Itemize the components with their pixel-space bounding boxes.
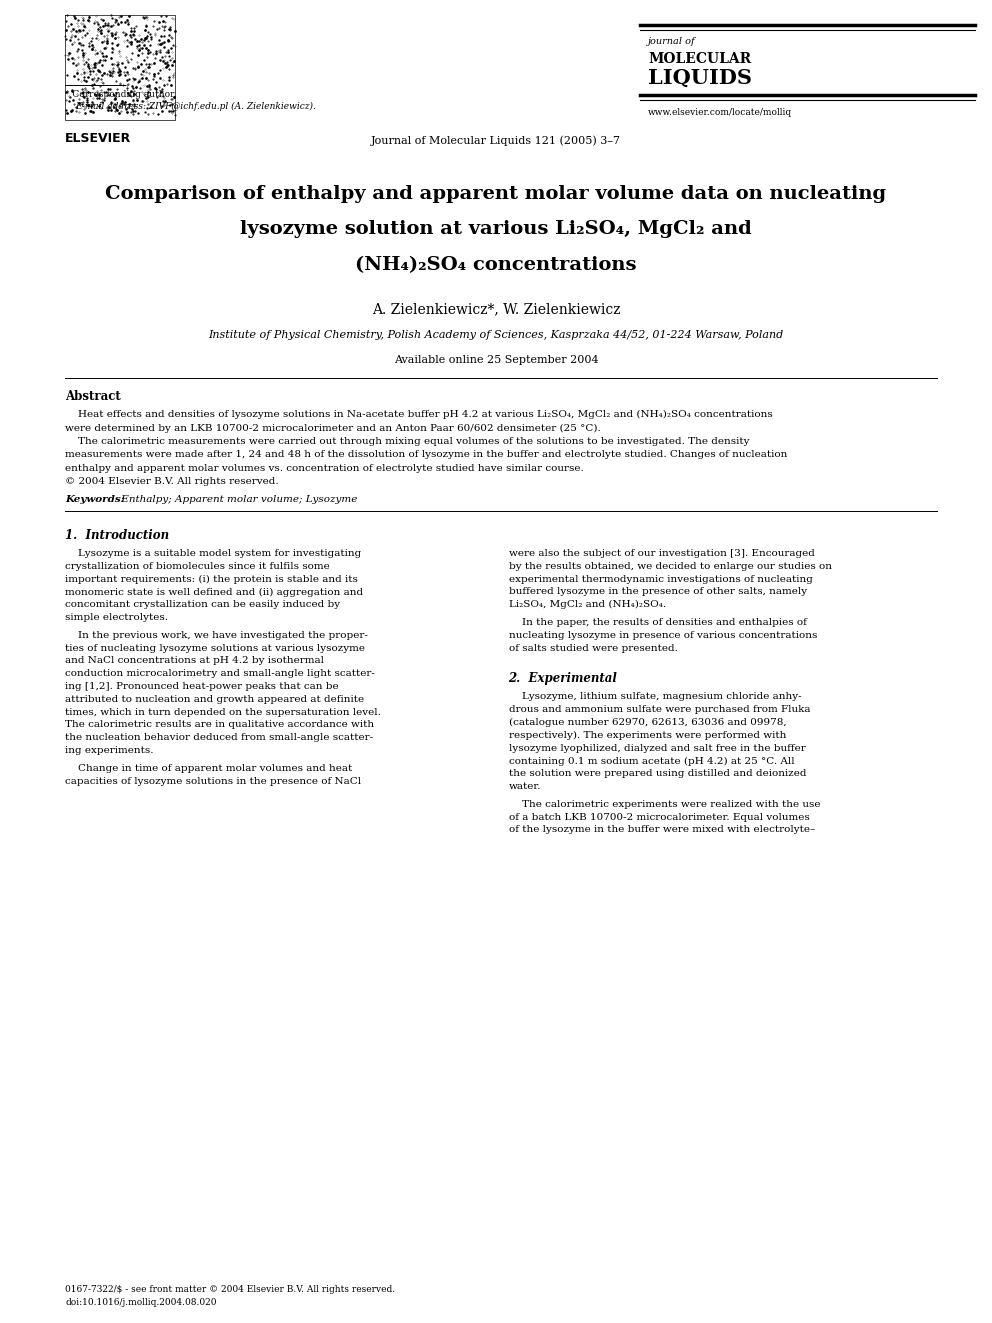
Text: LIQUIDS: LIQUIDS <box>648 67 752 89</box>
Text: and NaCl concentrations at pH 4.2 by isothermal: and NaCl concentrations at pH 4.2 by iso… <box>65 656 324 665</box>
Text: buffered lysozyme in the presence of other salts, namely: buffered lysozyme in the presence of oth… <box>509 587 806 597</box>
Text: (NH₄)₂SO₄ concentrations: (NH₄)₂SO₄ concentrations <box>355 255 637 274</box>
Text: In the previous work, we have investigated the proper-: In the previous work, we have investigat… <box>65 631 368 640</box>
Text: Change in time of apparent molar volumes and heat: Change in time of apparent molar volumes… <box>65 763 352 773</box>
Text: Comparison of enthalpy and apparent molar volume data on nucleating: Comparison of enthalpy and apparent mola… <box>105 185 887 202</box>
Text: important requirements: (i) the protein is stable and its: important requirements: (i) the protein … <box>65 574 358 583</box>
Text: monomeric state is well defined and (ii) aggregation and: monomeric state is well defined and (ii)… <box>65 587 363 597</box>
Text: Li₂SO₄, MgCl₂ and (NH₄)₂SO₄.: Li₂SO₄, MgCl₂ and (NH₄)₂SO₄. <box>509 601 666 610</box>
Text: A. Zielenkiewicz*, W. Zielenkiewicz: A. Zielenkiewicz*, W. Zielenkiewicz <box>372 302 620 316</box>
Text: lysozyme solution at various Li₂SO₄, MgCl₂ and: lysozyme solution at various Li₂SO₄, MgC… <box>240 220 752 238</box>
Text: attributed to nucleation and growth appeared at definite: attributed to nucleation and growth appe… <box>65 695 364 704</box>
Text: measurements were made after 1, 24 and 48 h of the dissolution of lysozyme in th: measurements were made after 1, 24 and 4… <box>65 451 788 459</box>
Text: by the results obtained, we decided to enlarge our studies on: by the results obtained, we decided to e… <box>509 562 831 570</box>
Text: * Corresponding author.: * Corresponding author. <box>65 90 177 99</box>
Text: (catalogue number 62970, 62613, 63036 and 09978,: (catalogue number 62970, 62613, 63036 an… <box>509 718 786 728</box>
Text: the solution were prepared using distilled and deionized: the solution were prepared using distill… <box>509 769 806 778</box>
Text: ties of nucleating lysozyme solutions at various lysozyme: ties of nucleating lysozyme solutions at… <box>65 643 365 652</box>
Text: of a batch LKB 10700-2 microcalorimeter. Equal volumes: of a batch LKB 10700-2 microcalorimeter.… <box>509 812 809 822</box>
Text: drous and ammonium sulfate were purchased from Fluka: drous and ammonium sulfate were purchase… <box>509 705 810 714</box>
Text: of the lysozyme in the buffer were mixed with electrolyte–: of the lysozyme in the buffer were mixed… <box>509 826 814 835</box>
Text: journal of: journal of <box>648 37 695 46</box>
Text: capacities of lysozyme solutions in the presence of NaCl: capacities of lysozyme solutions in the … <box>65 777 361 786</box>
Text: ing experiments.: ing experiments. <box>65 746 154 755</box>
Text: Abstract: Abstract <box>65 390 121 404</box>
Text: www.elsevier.com/locate/molliq: www.elsevier.com/locate/molliq <box>648 108 793 116</box>
Text: respectively). The experiments were performed with: respectively). The experiments were perf… <box>509 730 786 740</box>
Text: of salts studied were presented.: of salts studied were presented. <box>509 643 678 652</box>
Text: enthalpy and apparent molar volumes vs. concentration of electrolyte studied hav: enthalpy and apparent molar volumes vs. … <box>65 464 583 474</box>
Text: 1.  Introduction: 1. Introduction <box>65 529 169 542</box>
Text: 0167-7322/$ - see front matter © 2004 Elsevier B.V. All rights reserved.: 0167-7322/$ - see front matter © 2004 El… <box>65 1285 395 1294</box>
Text: Lysozyme is a suitable model system for investigating: Lysozyme is a suitable model system for … <box>65 549 361 558</box>
Text: Institute of Physical Chemistry, Polish Academy of Sciences, Kasprzaka 44/52, 01: Institute of Physical Chemistry, Polish … <box>208 329 784 340</box>
Text: Available online 25 September 2004: Available online 25 September 2004 <box>394 355 598 365</box>
Text: concomitant crystallization can be easily induced by: concomitant crystallization can be easil… <box>65 601 340 609</box>
Text: © 2004 Elsevier B.V. All rights reserved.: © 2004 Elsevier B.V. All rights reserved… <box>65 478 279 487</box>
Text: Heat effects and densities of lysozyme solutions in Na-acetate buffer pH 4.2 at : Heat effects and densities of lysozyme s… <box>65 410 773 419</box>
Text: ELSEVIER: ELSEVIER <box>65 132 131 146</box>
Text: E-mail address: ZIVF@ichf.edu.pl (A. Zielenkiewicz).: E-mail address: ZIVF@ichf.edu.pl (A. Zie… <box>75 102 315 111</box>
Text: 2.  Experimental: 2. Experimental <box>509 672 617 685</box>
Text: doi:10.1016/j.molliq.2004.08.020: doi:10.1016/j.molliq.2004.08.020 <box>65 1298 216 1307</box>
Text: were determined by an LKB 10700-2 microcalorimeter and an Anton Paar 60/602 dens: were determined by an LKB 10700-2 microc… <box>65 423 601 433</box>
Text: MOLECULAR: MOLECULAR <box>648 52 751 66</box>
Text: containing 0.1 m sodium acetate (pH 4.2) at 25 °C. All: containing 0.1 m sodium acetate (pH 4.2)… <box>509 757 795 766</box>
Text: were also the subject of our investigation [3]. Encouraged: were also the subject of our investigati… <box>509 549 814 558</box>
Text: ing [1,2]. Pronounced heat-power peaks that can be: ing [1,2]. Pronounced heat-power peaks t… <box>65 681 338 691</box>
Text: In the paper, the results of densities and enthalpies of: In the paper, the results of densities a… <box>509 618 806 627</box>
Text: conduction microcalorimetry and small-angle light scatter-: conduction microcalorimetry and small-an… <box>65 669 375 679</box>
Text: The calorimetric results are in qualitative accordance with: The calorimetric results are in qualitat… <box>65 721 374 729</box>
Text: Journal of Molecular Liquids 121 (2005) 3–7: Journal of Molecular Liquids 121 (2005) … <box>371 135 621 146</box>
Text: experimental thermodynamic investigations of nucleating: experimental thermodynamic investigation… <box>509 574 812 583</box>
Text: Keywords:: Keywords: <box>65 495 125 504</box>
Text: times, which in turn depended on the supersaturation level.: times, which in turn depended on the sup… <box>65 708 381 717</box>
Text: the nucleation behavior deduced from small-angle scatter-: the nucleation behavior deduced from sma… <box>65 733 373 742</box>
Text: Lysozyme, lithium sulfate, magnesium chloride anhy-: Lysozyme, lithium sulfate, magnesium chl… <box>509 692 802 701</box>
Text: The calorimetric experiments were realized with the use: The calorimetric experiments were realiz… <box>509 800 820 808</box>
Text: Enthalpy; Apparent molar volume; Lysozyme: Enthalpy; Apparent molar volume; Lysozym… <box>118 495 357 504</box>
Text: nucleating lysozyme in presence of various concentrations: nucleating lysozyme in presence of vario… <box>509 631 816 640</box>
Text: crystallization of biomolecules since it fulfils some: crystallization of biomolecules since it… <box>65 562 329 570</box>
Text: water.: water. <box>509 782 541 791</box>
Text: The calorimetric measurements were carried out through mixing equal volumes of t: The calorimetric measurements were carri… <box>65 437 750 446</box>
Text: simple electrolytes.: simple electrolytes. <box>65 613 168 622</box>
Text: lysozyme lyophilized, dialyzed and salt free in the buffer: lysozyme lyophilized, dialyzed and salt … <box>509 744 806 753</box>
